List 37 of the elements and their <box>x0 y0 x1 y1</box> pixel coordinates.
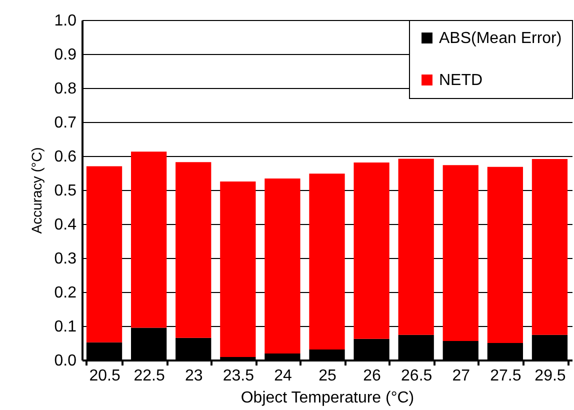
x-tick-label: 26 <box>363 368 382 384</box>
bar <box>398 158 434 335</box>
y-tick-label: 0.4 <box>54 216 77 234</box>
x-tick-label: 27.5 <box>490 368 522 384</box>
x-tick-label: 22.5 <box>134 368 165 384</box>
y-tick-label: 0.3 <box>54 250 77 268</box>
y-tick-label: 0.9 <box>54 46 77 64</box>
bar <box>86 166 122 342</box>
legend-label: NETD <box>439 72 483 89</box>
y-tick-label: 0.1 <box>54 318 77 336</box>
x-tick-label: 23 <box>184 368 203 384</box>
bar <box>264 178 300 354</box>
x-tick-label: 27 <box>452 368 470 384</box>
x-tick-label: 29.5 <box>534 368 566 384</box>
y-tick-label: 0.8 <box>54 80 77 98</box>
x-tick-label: 26.5 <box>401 368 432 384</box>
x-tick-label: 20.5 <box>89 368 120 384</box>
bar <box>487 166 523 343</box>
bar <box>309 174 345 350</box>
y-tick-label: 0.7 <box>54 114 77 132</box>
y-tick-label: 0.6 <box>54 148 77 166</box>
x-axis-title: Object Temperature (°C) <box>240 390 414 406</box>
x-tick-label: 24 <box>274 368 292 384</box>
bar <box>442 165 478 341</box>
y-tick-label: 0.0 <box>54 352 77 370</box>
bar <box>176 162 212 338</box>
y-tick-label: 0.5 <box>54 182 77 200</box>
x-tick-label: 25 <box>318 368 336 384</box>
bar <box>354 162 390 339</box>
bar <box>131 152 167 328</box>
legend-label: ABS(Mean Error) <box>439 30 562 47</box>
y-tick-label: 1.0 <box>54 12 77 30</box>
bar <box>532 159 568 335</box>
y-axis-title: Accuracy (°C) <box>28 147 44 234</box>
y-tick-label: 0.2 <box>54 284 77 302</box>
bar <box>220 182 256 357</box>
x-tick-label: 23.5 <box>222 368 254 384</box>
